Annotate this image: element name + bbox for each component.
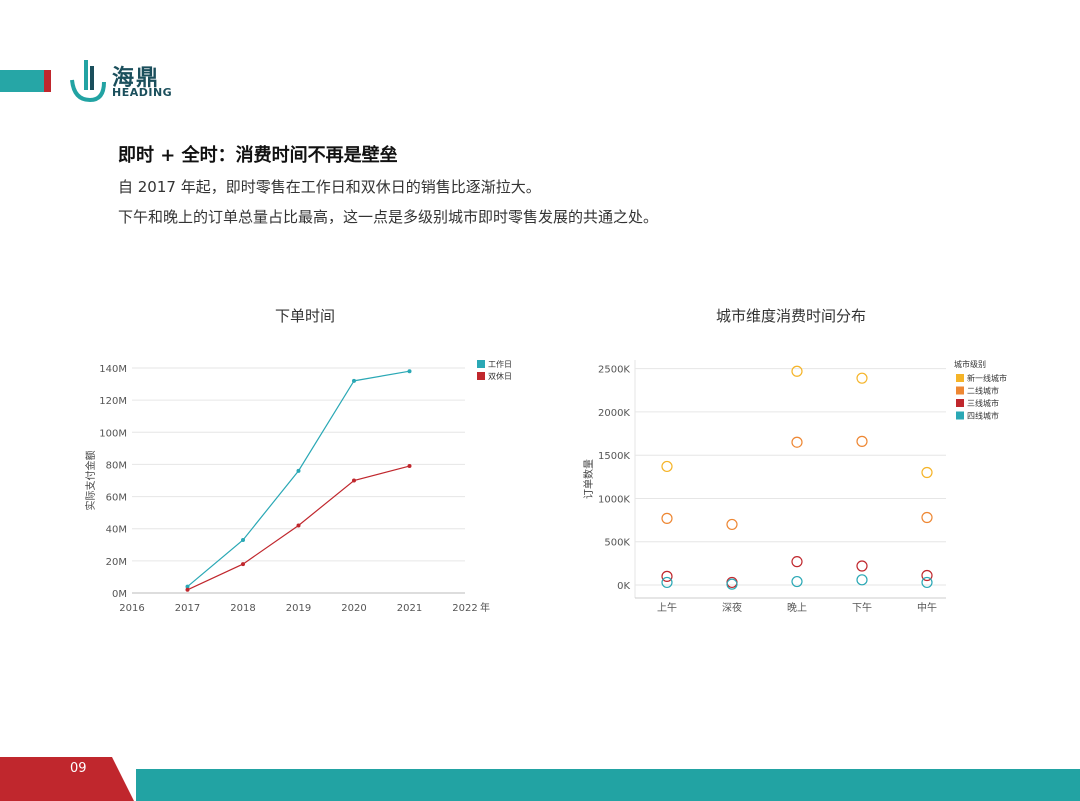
y-tick-label: 20M <box>106 557 127 568</box>
data-point <box>185 587 190 592</box>
data-point <box>661 512 673 524</box>
legend-swatch <box>956 374 964 382</box>
data-point <box>921 466 933 479</box>
data-point <box>661 460 673 473</box>
x-tick-label: 2020 <box>341 603 366 614</box>
x-tick-label: 深夜 <box>722 601 742 614</box>
data-point <box>241 562 245 567</box>
footer-red-shape <box>0 757 134 801</box>
brand-logo-icon <box>70 60 106 103</box>
legend-swatch <box>477 372 485 380</box>
x-tick-label: 2018 <box>230 603 255 614</box>
data-point <box>661 570 673 582</box>
y-tick-label: 60M <box>106 493 127 504</box>
legend-swatch <box>956 411 964 420</box>
x-axis-label: 年 <box>480 601 490 614</box>
data-point <box>241 537 245 542</box>
brand-name-cn: 海鼎 <box>112 66 161 91</box>
data-point <box>407 464 412 469</box>
data-point <box>661 576 673 589</box>
x-tick-label: 中午 <box>917 601 937 614</box>
y-tick-label: 500K <box>604 538 630 549</box>
legend-label: 三线城市 <box>967 398 999 408</box>
data-point <box>352 478 356 483</box>
scatter-chart: 0K 500K 1000K 1500K 2000K 2500K 上午 深夜 晚上 下午 中午 订单数量… <box>582 359 1007 614</box>
data-point <box>921 511 933 524</box>
data-point <box>791 436 803 448</box>
chart1-title: 下单时间 <box>275 307 336 325</box>
data-point <box>726 518 738 531</box>
x-tick-label: 2022 <box>452 603 477 614</box>
y-tick-label: 100M <box>99 428 127 439</box>
data-point <box>791 556 803 568</box>
y-tick-label: 0K <box>617 581 630 592</box>
x-tick-label: 2017 <box>175 603 200 614</box>
y-tick-label: 0M <box>112 589 127 600</box>
data-point <box>407 369 412 374</box>
y-axis-label: 实际支付金额 <box>84 451 97 511</box>
legend-label: 四线城市 <box>967 411 999 421</box>
x-tick-label: 上午 <box>657 601 677 614</box>
y-tick-label: 40M <box>106 525 127 536</box>
data-point <box>791 365 803 377</box>
description-line-2: 下午和晚上的订单总量占比最高，这一点是多级别城市即时零售发展的共通之处。 <box>118 208 659 226</box>
legend-label: 新一线城市 <box>967 373 1007 383</box>
legend-label: 二线城市 <box>967 386 999 396</box>
data-point <box>791 575 803 588</box>
y-tick-label: 120M <box>99 396 127 407</box>
y-tick-label: 140M <box>99 364 127 375</box>
header-accent-bar <box>0 70 46 92</box>
data-point <box>856 372 868 384</box>
data-point <box>921 576 933 589</box>
line-chart: 0M 20M 40M 60M 80M 100M 120M 140M 2016 2017 2018 20… <box>84 359 512 614</box>
x-tick-label: 2019 <box>286 603 311 614</box>
y-tick-label: 2000K <box>598 408 630 419</box>
data-point <box>856 560 868 572</box>
y-tick-label: 1500K <box>598 451 630 462</box>
y-tick-label: 1000K <box>598 494 630 505</box>
series-line <box>187 370 410 588</box>
chart2-title: 城市维度消费时间分布 <box>716 307 867 325</box>
data-point <box>296 523 301 528</box>
brand-name-en: HEADING <box>112 86 173 99</box>
legend-swatch <box>956 386 964 395</box>
legend-swatch <box>956 399 964 407</box>
legend-swatch <box>477 360 485 368</box>
x-tick-label: 下午 <box>852 601 872 614</box>
x-tick-label: 晚上 <box>787 602 807 614</box>
data-point <box>856 574 868 586</box>
data-point <box>352 378 356 383</box>
data-point <box>185 584 190 589</box>
footer-teal-bar <box>136 769 1080 801</box>
legend-title: 城市级别 <box>954 359 986 369</box>
page-title: 即时 + 全时：消费时间不再是壁垒 <box>118 145 398 166</box>
data-point <box>726 578 738 590</box>
x-tick-label: 2021 <box>397 603 422 614</box>
data-point <box>856 435 868 447</box>
y-tick-label: 80M <box>106 460 127 471</box>
series-line <box>187 465 410 591</box>
page-number: 09 <box>70 761 87 776</box>
y-tick-label: 2500K <box>598 365 630 376</box>
description-line-1: 自 2017 年起，即时零售在工作日和双休日的销售比逐渐拉大。 <box>118 178 541 196</box>
x-tick-label: 2016 <box>119 603 144 614</box>
y-axis-label: 订单数量 <box>582 459 595 499</box>
data-point <box>921 569 933 582</box>
legend-label: 双休日 <box>488 371 512 381</box>
legend-label: 工作日 <box>488 359 512 369</box>
data-point <box>296 468 301 473</box>
header-accent-red <box>44 70 51 92</box>
